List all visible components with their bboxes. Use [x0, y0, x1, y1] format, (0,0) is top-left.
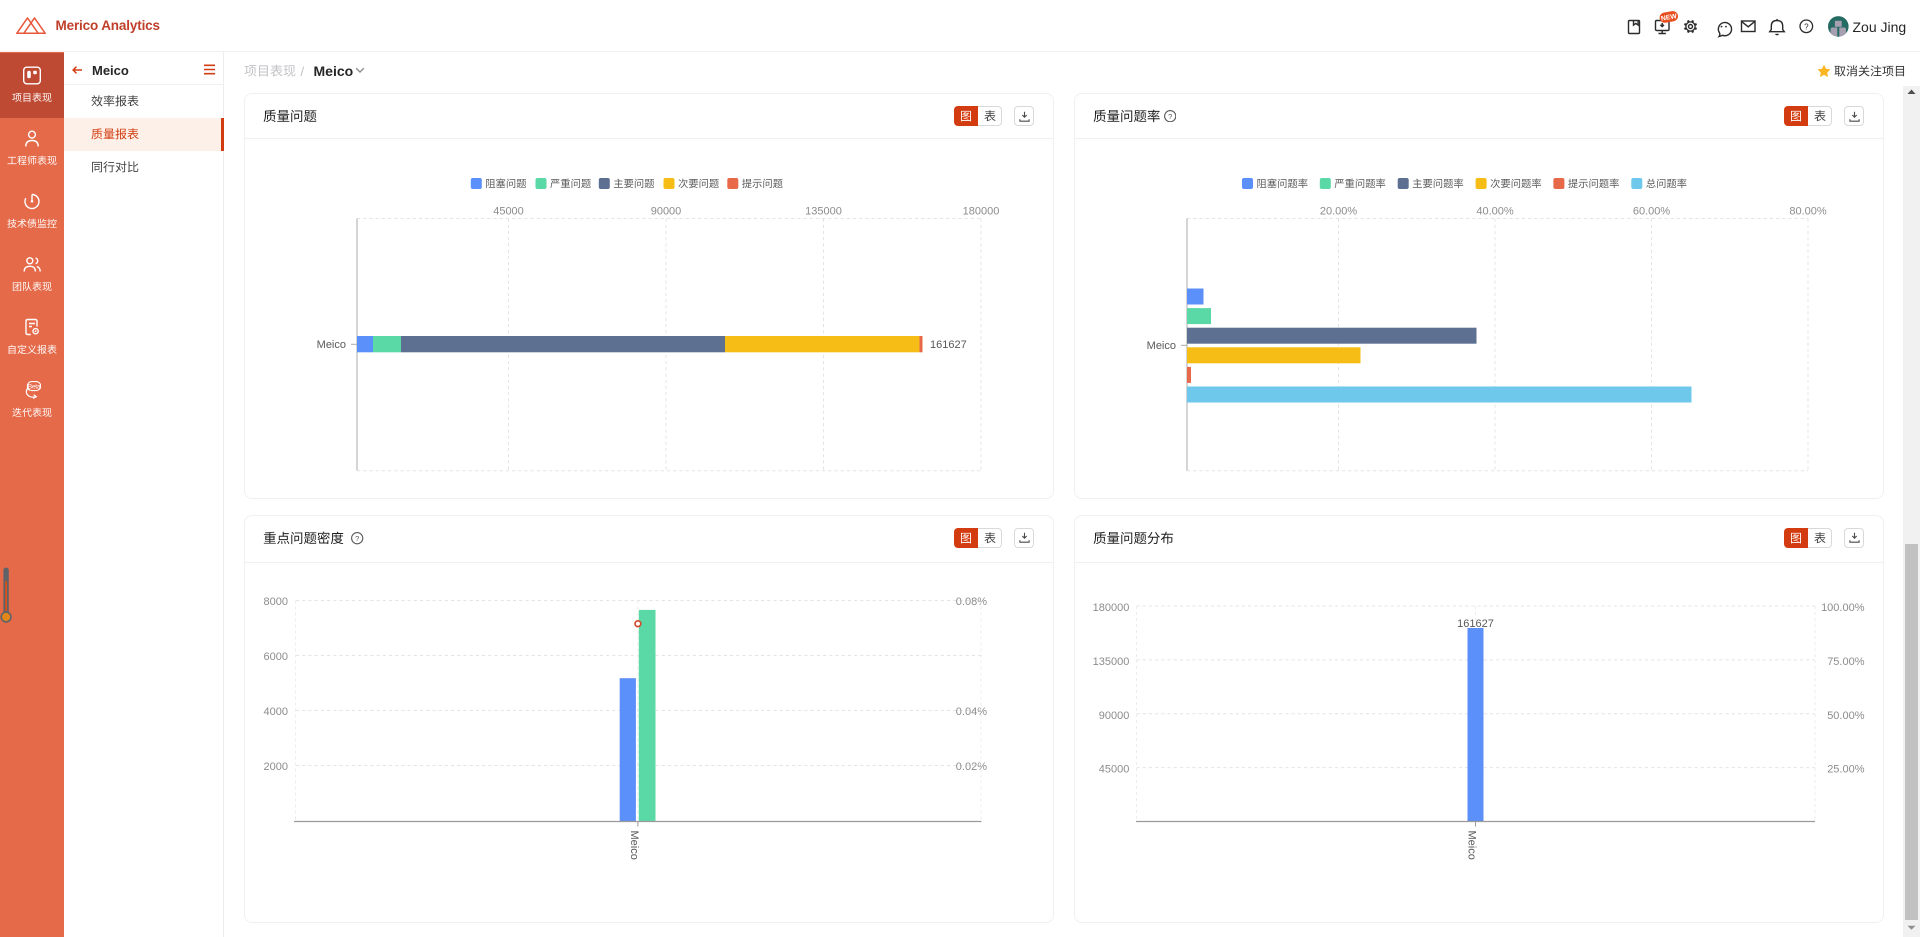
- svg-text:50.00%: 50.00%: [1827, 710, 1865, 722]
- svg-text:25.00%: 25.00%: [1827, 764, 1865, 776]
- svg-text:0.08%: 0.08%: [956, 596, 987, 608]
- svg-text:60.00%: 60.00%: [1633, 206, 1671, 218]
- svg-text:45000: 45000: [1099, 764, 1130, 776]
- svg-text:135000: 135000: [1093, 656, 1130, 668]
- svg-text:161627: 161627: [930, 339, 967, 351]
- svg-text:?: ?: [1804, 22, 1809, 31]
- svg-text:80.00%: 80.00%: [1789, 206, 1827, 218]
- svg-text:?: ?: [1168, 112, 1172, 121]
- svg-text:Meico: Meico: [317, 339, 346, 351]
- svg-text:180000: 180000: [963, 206, 1000, 218]
- svg-text:2000: 2000: [264, 761, 288, 773]
- svg-text:8000: 8000: [264, 596, 288, 608]
- svg-text:NEW: NEW: [1661, 13, 1678, 23]
- svg-text:4000: 4000: [264, 706, 288, 718]
- svg-text:?: ?: [355, 534, 359, 543]
- svg-text:Beta: Beta: [28, 383, 41, 390]
- svg-text:6000: 6000: [264, 651, 288, 663]
- svg-text:75.00%: 75.00%: [1827, 656, 1865, 668]
- svg-text:45000: 45000: [493, 206, 524, 218]
- svg-text:Meico: Meico: [628, 831, 640, 860]
- svg-text:0.04%: 0.04%: [956, 706, 987, 718]
- svg-text:180000: 180000: [1093, 602, 1130, 614]
- svg-text:40.00%: 40.00%: [1476, 206, 1514, 218]
- svg-text:161627: 161627: [1457, 618, 1494, 630]
- svg-text:20.00%: 20.00%: [1320, 206, 1358, 218]
- svg-text:90000: 90000: [651, 206, 682, 218]
- svg-text:0.02%: 0.02%: [956, 761, 987, 773]
- svg-text:90000: 90000: [1099, 710, 1130, 722]
- svg-text:Meico: Meico: [1147, 340, 1176, 352]
- svg-text:Meico: Meico: [1466, 831, 1478, 860]
- svg-text:135000: 135000: [805, 206, 842, 218]
- svg-text:100.00%: 100.00%: [1821, 602, 1865, 614]
